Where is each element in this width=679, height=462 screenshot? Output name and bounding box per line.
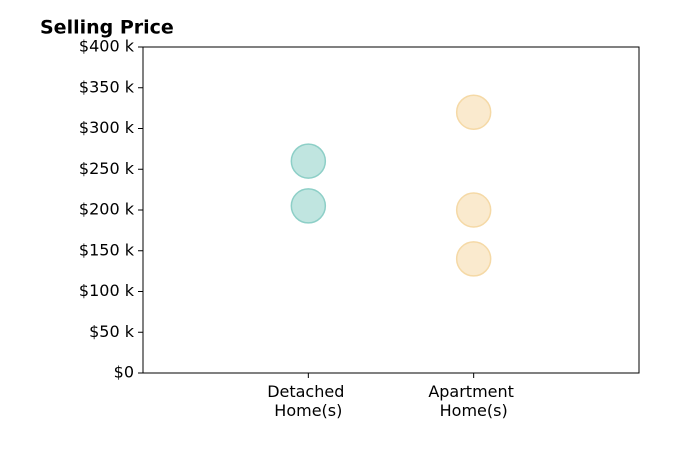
y-tick-label: $50 k [89, 322, 135, 341]
plot-frame [142, 46, 640, 374]
y-tick-label: $400 k [79, 37, 135, 56]
y-tick-label: $250 k [79, 159, 135, 178]
y-tick-label: $100 k [79, 281, 135, 300]
y-tick-label: $150 k [79, 240, 135, 259]
y-tick-label: $300 k [79, 118, 135, 137]
chart-title: Selling Price [40, 17, 174, 39]
x-tick-label: Apartment Home(s) [428, 382, 519, 420]
point [455, 241, 492, 277]
point [455, 94, 492, 130]
x-tick-label: Detached Home(s) [267, 382, 349, 420]
point [290, 143, 327, 179]
point [455, 192, 492, 228]
y-tick-label: $200 k [79, 200, 135, 219]
y-tick-label: $0 [114, 363, 134, 382]
point [290, 188, 327, 224]
y-tick-label: $350 k [79, 77, 135, 96]
